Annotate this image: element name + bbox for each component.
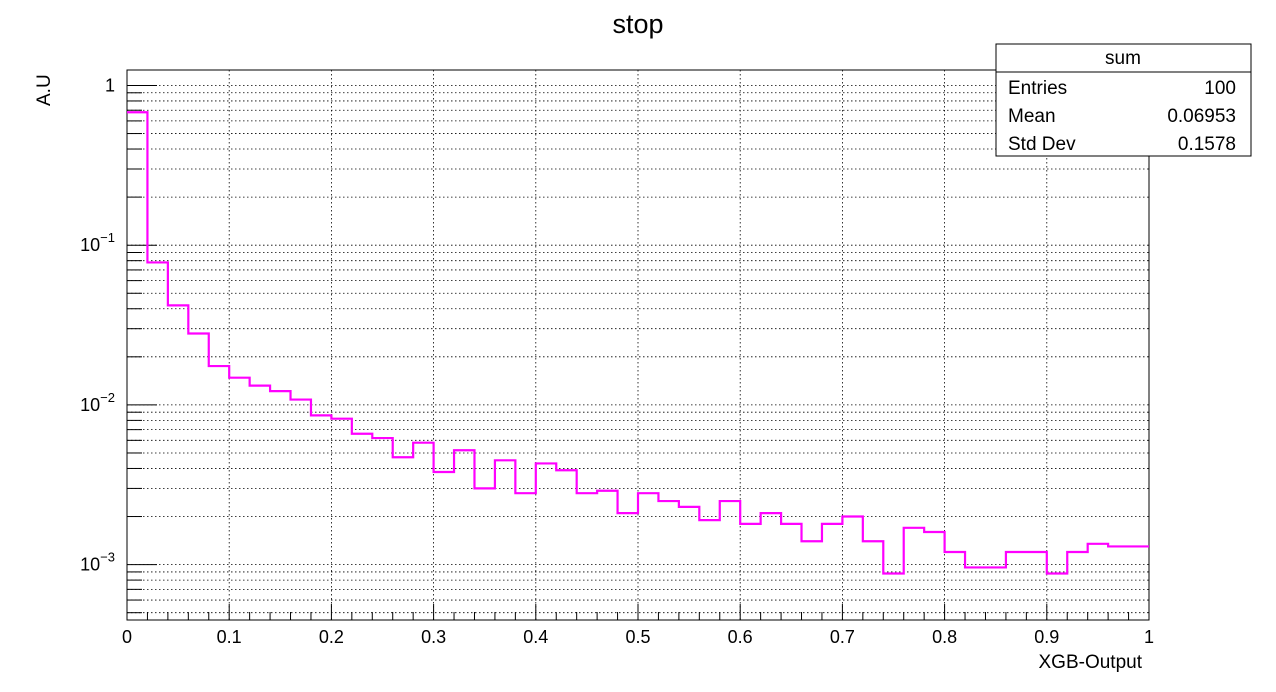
x-axis-tick-labels: 0 0.1 0.2 0.3 0.4 0.5 0.6 0.7 0.8 0.9 1	[122, 627, 1154, 647]
axis-ticks	[126, 84, 1150, 620]
x-tick-label: 0.4	[523, 627, 548, 647]
x-tick-label: 0.1	[217, 627, 242, 647]
x-tick-label: 0.6	[728, 627, 753, 647]
y-tick-label: 10−3	[80, 550, 115, 575]
stats-mean-label: Mean	[1008, 106, 1056, 127]
x-axis-label: XGB-Output	[1039, 652, 1143, 673]
stats-title: sum	[1105, 48, 1141, 69]
y-axis-label: A.U	[34, 74, 55, 106]
x-tick-label: 1	[1144, 627, 1154, 647]
x-tick-label: 0.2	[319, 627, 344, 647]
y-tick-label: 1	[105, 75, 115, 95]
x-tick-label: 0.8	[932, 627, 957, 647]
stats-entries-label: Entries	[1008, 78, 1067, 99]
y-tick-label: 10−1	[80, 230, 115, 255]
x-tick-label: 0.7	[830, 627, 855, 647]
x-tick-label: 0.5	[625, 627, 650, 647]
histogram-series	[127, 111, 1149, 575]
stats-entries-value: 100	[1204, 78, 1236, 99]
y-axis-tick-labels: 1 10−1 10−2 10−3	[80, 75, 115, 574]
y-tick-label: 10−2	[80, 390, 115, 415]
stats-stddev-value: 0.1578	[1178, 134, 1236, 155]
x-tick-label: 0.3	[421, 627, 446, 647]
stats-stddev-label: Std Dev	[1008, 134, 1076, 155]
x-tick-label: 0	[122, 627, 132, 647]
stats-mean-value: 0.06953	[1167, 106, 1236, 127]
x-tick-label: 0.9	[1034, 627, 1059, 647]
stats-box: sum Entries 100 Mean 0.06953 Std Dev 0.1…	[995, 43, 1252, 157]
chart-title: stop	[612, 9, 663, 39]
